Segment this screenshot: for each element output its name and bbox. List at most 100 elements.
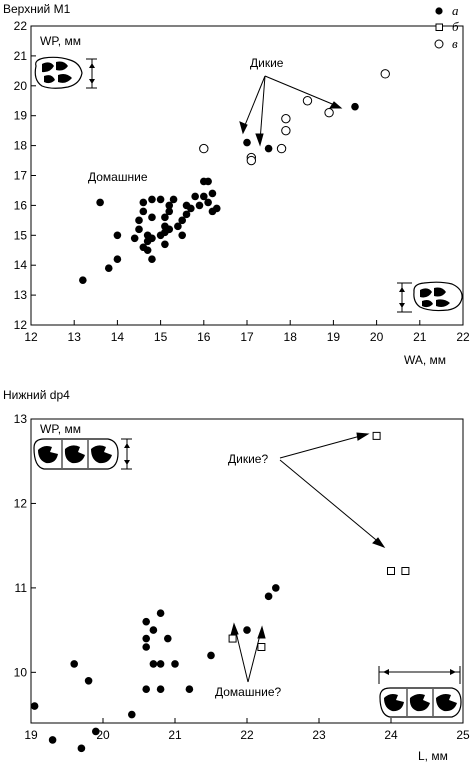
y-tick-label: 12 — [14, 496, 28, 510]
y-axis-label: WP, мм — [40, 422, 81, 436]
x-axis-label: L, мм — [418, 749, 448, 763]
data-point-filled-circle — [84, 676, 93, 685]
x-tick-label: 13 — [68, 330, 82, 344]
data-point-filled-circle — [128, 710, 136, 719]
data-point-open-circle — [324, 108, 334, 118]
data-point-filled-circle — [200, 192, 208, 201]
data-point-filled-circle — [96, 198, 104, 207]
x-tick-label: 23 — [312, 728, 326, 742]
data-point-filled-circle — [182, 210, 191, 219]
data-point-open-circle — [302, 96, 313, 106]
data-point-filled-circle — [156, 609, 165, 618]
data-point-filled-circle — [77, 744, 86, 753]
data-point-filled-circle — [149, 660, 158, 668]
data-point-filled-circle — [161, 213, 169, 222]
data-point-open-circle — [246, 155, 257, 166]
x-tick-label: 21 — [168, 728, 182, 742]
y-tick-label: 22 — [14, 19, 28, 33]
data-point-filled-circle — [164, 634, 172, 643]
data-point-filled-circle — [149, 626, 158, 634]
annotation-wild: Дикие? — [228, 452, 268, 466]
legend-marker-open-square — [435, 23, 443, 31]
y-tick-label: 16 — [14, 198, 28, 212]
x-tick-label: 14 — [111, 330, 125, 344]
data-point-filled-circle — [139, 198, 148, 207]
y-axis-label: WP, мм — [40, 34, 81, 48]
data-point-filled-circle — [208, 189, 217, 198]
legend-label: в — [452, 36, 458, 51]
x-tick-label: 19 — [327, 330, 341, 344]
data-point-filled-circle — [143, 246, 152, 255]
data-point-filled-circle — [171, 660, 179, 668]
data-point-filled-circle — [148, 213, 156, 222]
x-tick-label: 20 — [370, 330, 384, 344]
tooth-m1-icon — [34, 56, 97, 89]
x-axis-label: WA, мм — [404, 353, 446, 367]
data-point-open-square — [401, 567, 410, 575]
x-tick-label: 22 — [456, 330, 470, 344]
data-point-filled-circle — [142, 634, 150, 643]
tooth-m1-icon-wa — [397, 281, 463, 313]
axis-ticks: 19 20 21 22 23 24 25 10 11 12 13 — [14, 412, 470, 742]
y-tick-label: 13 — [14, 412, 28, 426]
x-tick-label: 17 — [240, 330, 254, 344]
x-tick-label: 20 — [96, 728, 110, 742]
data-point-filled-circle — [148, 195, 156, 204]
tooth-dp4-icon — [33, 438, 132, 470]
data-point-filled-circle — [178, 216, 186, 225]
data-point-filled-circle — [204, 198, 212, 207]
x-tick-label: 22 — [240, 728, 254, 742]
legend: а б в — [434, 3, 459, 51]
data-point-filled-circle — [104, 264, 113, 272]
legend-marker-filled-circle — [435, 7, 443, 15]
x-tick-label: 19 — [24, 728, 38, 742]
data-point-filled-circle — [243, 626, 251, 634]
data-point-filled-circle — [204, 177, 212, 186]
data-point-filled-circle — [70, 660, 78, 668]
y-tick-label: 21 — [14, 49, 28, 63]
y-tick-label: 20 — [14, 79, 28, 93]
data-point-open-square — [372, 431, 381, 440]
data-point-filled-circle — [156, 685, 165, 694]
annotation-arrows — [230, 432, 386, 683]
chart-lower-dp4: Нижний dp4 19 20 21 22 23 24 25 10 11 12 13 WP, мм… — [3, 388, 470, 763]
y-tick-label: 13 — [14, 288, 28, 302]
data-point-filled-circle — [92, 727, 100, 736]
y-tick-label: 15 — [14, 228, 28, 242]
annotation-arrows — [239, 75, 343, 147]
data-point-filled-circle — [139, 207, 148, 216]
data-point-filled-circle — [191, 192, 199, 201]
data-point-filled-circle — [142, 685, 150, 694]
data-point-filled-circle — [178, 231, 186, 240]
data-point-filled-circle — [174, 222, 182, 231]
tooth-dp4-icon-length — [378, 666, 462, 718]
data-point-filled-circle — [142, 617, 150, 626]
data-point-open-circle — [199, 143, 209, 154]
legend-label: а — [452, 3, 459, 18]
data-point-filled-circle — [169, 195, 178, 204]
y-tick-label: 18 — [14, 139, 28, 153]
y-tick-label: 14 — [14, 258, 28, 272]
data-points — [79, 69, 390, 284]
data-point-filled-circle — [195, 201, 204, 210]
data-point-filled-circle — [243, 138, 251, 147]
data-point-open-square — [228, 634, 237, 643]
legend-marker-open-circle — [434, 39, 444, 49]
data-point-open-circle — [380, 69, 390, 79]
chart-upper-m1: Верхний M1 12 13 14 15 16 17 18 19 20 21 221213141… — [3, 2, 470, 367]
data-point-filled-circle — [187, 204, 195, 213]
chart-title: Верхний M1 — [3, 2, 71, 16]
x-tick-label: 21 — [413, 330, 427, 344]
legend-label: б — [452, 19, 459, 34]
data-point-open-circle — [276, 143, 287, 154]
data-point-open-square — [257, 643, 266, 651]
data-point-filled-circle — [79, 276, 87, 284]
data-point-filled-circle — [135, 225, 143, 234]
data-point-filled-circle — [165, 207, 174, 216]
annotation-domestic: Домашние — [88, 170, 148, 184]
data-point-filled-circle — [30, 702, 39, 710]
data-point-filled-circle — [185, 685, 194, 694]
data-point-open-square — [387, 567, 395, 575]
x-tick-label: 18 — [284, 330, 298, 344]
